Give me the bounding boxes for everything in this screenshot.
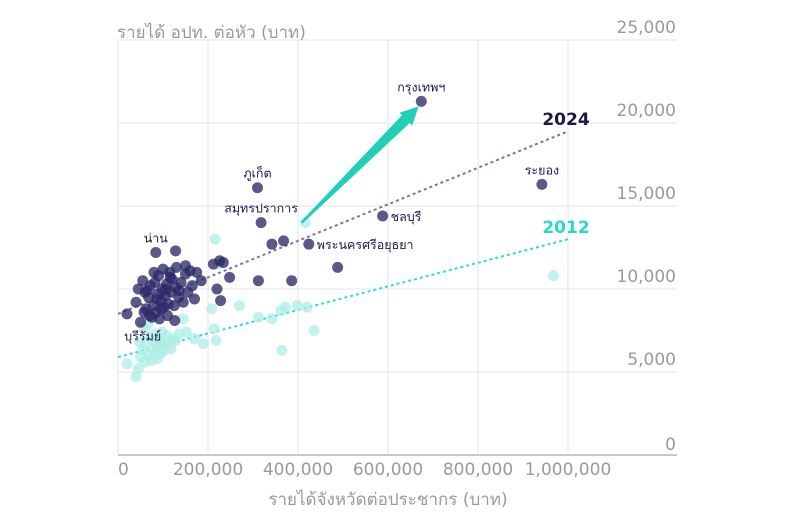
data-point-2024 xyxy=(278,235,290,247)
series-2012-label: 2012 xyxy=(542,218,589,238)
data-point-2012 xyxy=(132,363,144,375)
y-tick-label: 15,000 xyxy=(617,184,676,204)
series-2012-points xyxy=(121,217,560,383)
data-point-2012 xyxy=(548,270,560,282)
x-tick-label: 400,000 xyxy=(263,460,333,480)
point-label: พระนครศรีอยุธยา xyxy=(317,237,414,253)
data-point-2024 xyxy=(536,178,548,190)
data-point-2012 xyxy=(121,358,133,370)
data-point-2012 xyxy=(291,300,303,312)
y-tick-label: 0 xyxy=(665,435,676,455)
data-point-2024 xyxy=(155,303,167,315)
data-point-2012 xyxy=(198,338,209,350)
data-point-2024 xyxy=(130,296,142,308)
series-2024-label: 2024 xyxy=(542,110,589,130)
series-2024-points xyxy=(121,95,548,328)
point-label: กรุงเทพฯ xyxy=(397,79,445,95)
data-point-2024 xyxy=(252,182,263,194)
data-point-2012 xyxy=(189,333,200,345)
data-point-2024 xyxy=(169,315,181,327)
data-point-2024 xyxy=(150,246,162,258)
data-point-2012 xyxy=(208,323,220,335)
data-point-2012 xyxy=(301,301,313,313)
data-point-2024 xyxy=(189,293,200,305)
data-point-2024 xyxy=(141,285,153,297)
data-point-2012 xyxy=(210,334,222,346)
data-point-2012 xyxy=(279,301,291,313)
bangkok-arrow xyxy=(300,106,419,224)
data-point-2012 xyxy=(173,328,185,340)
x-tick-label: 200,000 xyxy=(173,460,243,480)
y-tick-label: 10,000 xyxy=(617,267,676,287)
data-point-2012 xyxy=(177,313,189,325)
data-point-2024 xyxy=(191,266,203,278)
data-point-2012 xyxy=(308,325,320,336)
data-point-2024 xyxy=(135,316,146,328)
y-tick-label: 5,000 xyxy=(627,350,676,370)
y-tick-label: 25,000 xyxy=(617,18,676,38)
growth-arrow xyxy=(300,106,419,224)
y-axis-title: รายได้ อปท. ต่อหัว (บาท) xyxy=(117,22,306,43)
x-tick-label: 0 xyxy=(118,460,129,480)
point-label: ชลบุรี xyxy=(391,209,422,225)
y-tick-label: 20,000 xyxy=(617,101,676,121)
data-point-2012 xyxy=(299,217,311,229)
x-tick-label: 600,000 xyxy=(353,460,423,480)
data-point-2024 xyxy=(144,310,155,322)
data-point-2012 xyxy=(209,233,221,245)
data-point-2024 xyxy=(195,275,207,287)
data-point-2024 xyxy=(211,283,223,295)
x-tick-label: 1,000,000 xyxy=(525,460,612,480)
data-point-2012 xyxy=(252,311,264,323)
x-axis-title: รายได้จังหวัดต่อประชากร (บาท) xyxy=(268,489,507,510)
data-point-2024 xyxy=(168,300,180,312)
data-point-2012 xyxy=(234,300,245,312)
data-point-2024 xyxy=(160,283,172,295)
point-label: บุรีรัมย์ xyxy=(124,328,161,344)
data-point-2024 xyxy=(164,271,176,283)
data-point-2024 xyxy=(332,261,344,273)
tick-labels: 0 5,000 10,000 15,000 20,000 25,000 0 200,000 40… xyxy=(118,18,676,480)
data-point-2024 xyxy=(121,308,133,320)
data-point-2012 xyxy=(266,313,278,325)
data-point-2012 xyxy=(165,343,177,355)
data-point-2024 xyxy=(171,261,182,273)
data-point-2024 xyxy=(215,295,227,307)
data-point-2012 xyxy=(276,344,288,356)
data-point-2024 xyxy=(266,238,278,250)
data-point-2024 xyxy=(224,271,236,283)
data-point-2024 xyxy=(255,217,267,229)
data-point-2024 xyxy=(217,256,229,268)
point-label: สมุทรปราการ xyxy=(224,201,298,217)
point-label: ภูเก็ต xyxy=(243,166,271,182)
data-point-2024 xyxy=(415,95,427,107)
data-point-2024 xyxy=(151,293,163,305)
data-point-2024 xyxy=(186,280,198,292)
data-point-2024 xyxy=(173,285,185,297)
point-label: ระยอง xyxy=(525,162,559,177)
data-point-2012 xyxy=(134,336,146,348)
data-point-2024 xyxy=(170,245,182,257)
data-point-2024 xyxy=(175,276,187,288)
data-point-2012 xyxy=(206,303,218,315)
data-point-2024 xyxy=(377,210,389,222)
point-label: น่าน xyxy=(144,230,169,245)
data-point-2024 xyxy=(177,296,189,308)
x-tick-label: 800,000 xyxy=(443,460,513,480)
data-point-2024 xyxy=(303,238,315,250)
data-point-2024 xyxy=(252,275,264,287)
trend-line-2024 xyxy=(117,130,569,315)
data-point-2024 xyxy=(286,275,298,287)
data-point-2012 xyxy=(130,371,142,383)
